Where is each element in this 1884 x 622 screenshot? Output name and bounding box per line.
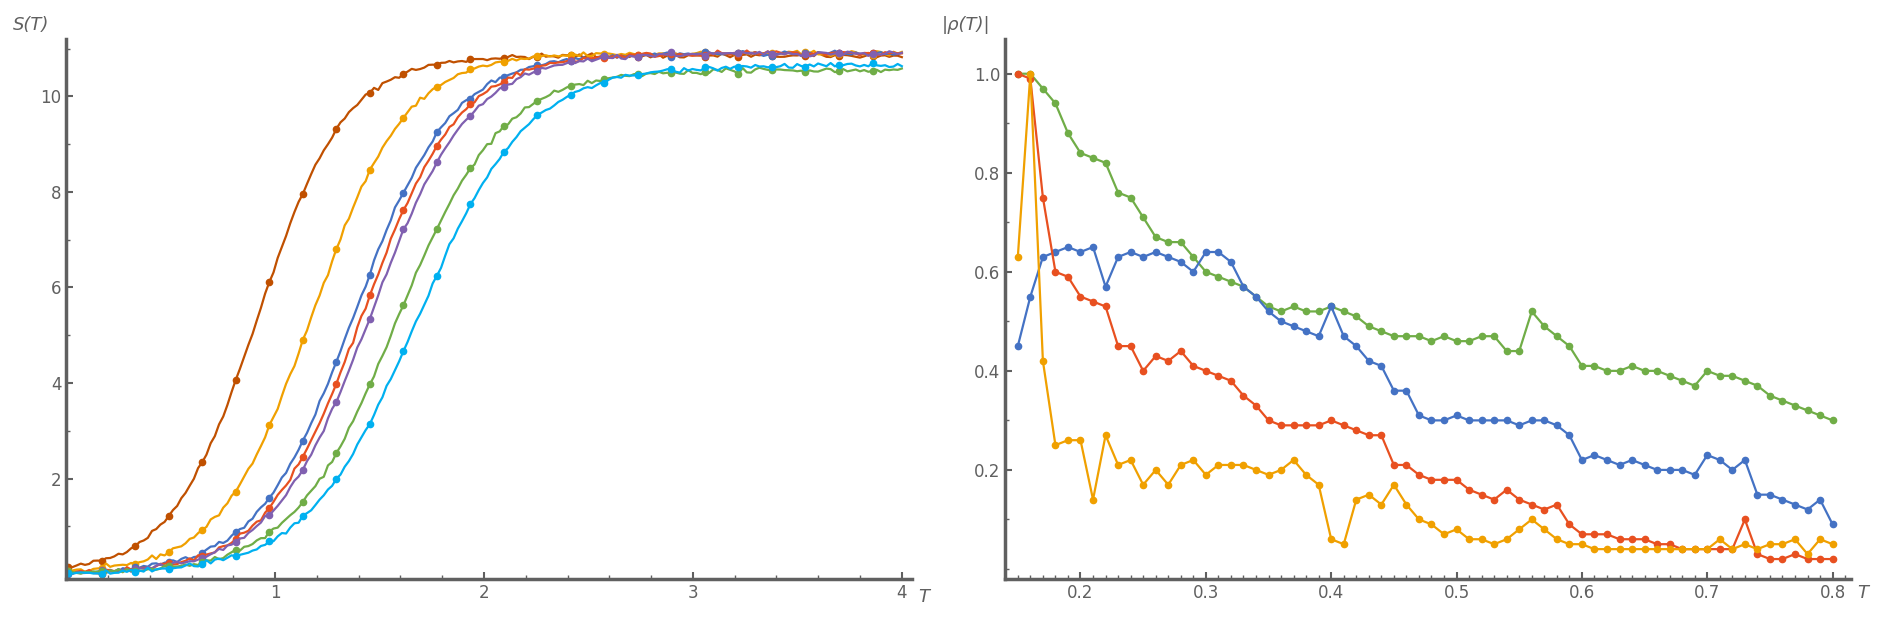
Text: S(T): S(T) <box>13 16 49 34</box>
Text: T: T <box>1858 584 1869 602</box>
Text: |ρ(T)|: |ρ(T)| <box>942 16 991 34</box>
Text: T: T <box>919 588 929 606</box>
